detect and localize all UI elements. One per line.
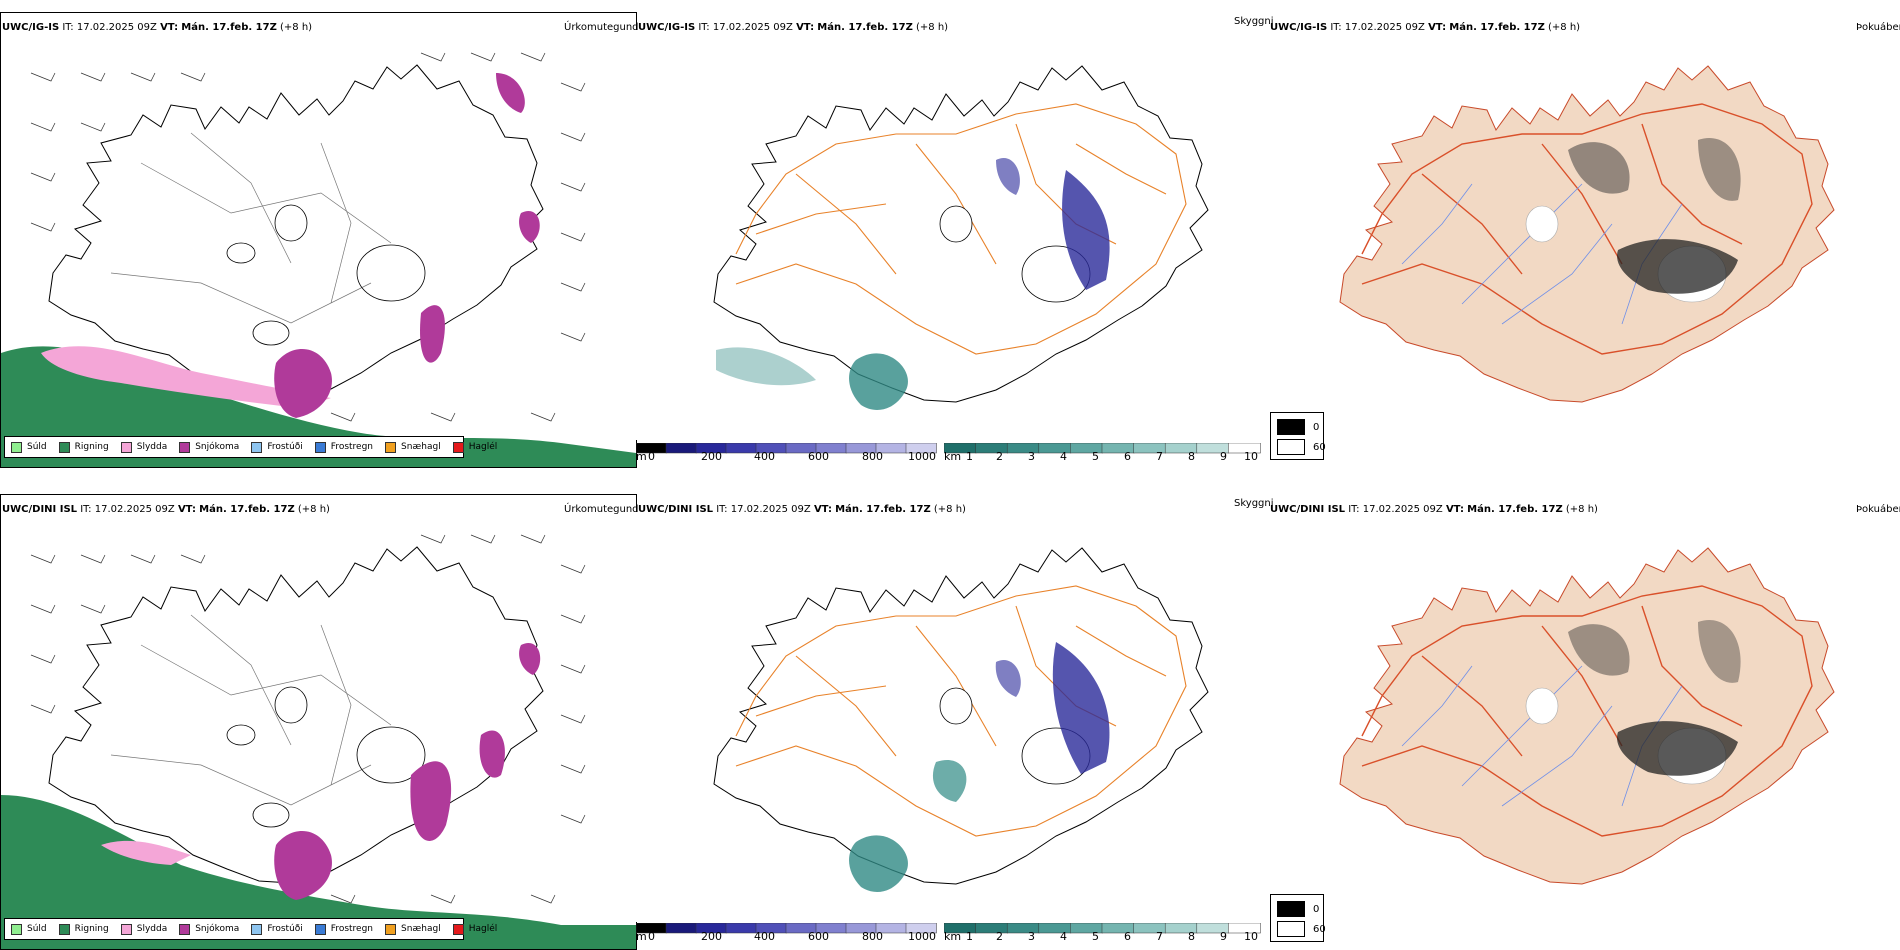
legend-item-sudd: Súld — [11, 923, 47, 935]
title-fog-bottom: Þokuábendi — [1856, 504, 1900, 515]
visibility-colorbar-strip — [943, 922, 1261, 934]
ceiling-colorbar-strip — [635, 442, 937, 454]
ceiling-colorbar-strip — [635, 922, 937, 934]
precip-type-panel-top — [0, 12, 637, 468]
header-vis-top: UWC/IG-IS IT: 17.02.2025 09Z VT: Mán. 17… — [638, 22, 949, 33]
precip-type-panel-bottom — [0, 494, 637, 950]
header-precip-top: UWC/IG-IS IT: 17.02.2025 09Z VT: Mán. 17… — [2, 22, 313, 33]
precip-type-map-top — [1, 52, 636, 467]
visibility-colorbar-bottom: km 1 2 3 4 5 6 7 8 9 10 — [943, 920, 1264, 946]
fog-legend-bottom: 0 60 — [1270, 894, 1326, 942]
legend-item-rigning: Rigning — [58, 923, 109, 935]
legend-item-hagel: Haglél — [452, 923, 497, 935]
colorbar-bin — [665, 922, 697, 934]
legend-item-snjokoma: Snjókoma — [179, 441, 239, 453]
header-vis-bottom: UWC/DINI ISL IT: 17.02.2025 09Z VT: Mán.… — [638, 504, 966, 515]
ceiling-colorbar-top: m 0 200 400 600 800 1000 — [635, 440, 942, 466]
colorbar-bin — [665, 442, 697, 454]
header-precip-bottom: UWC/DINI ISL IT: 17.02.2025 09Z VT: Mán.… — [2, 504, 330, 515]
title-precip-top: Úrkomutegund — [564, 22, 639, 33]
visibility-map-top — [636, 30, 1266, 410]
legend-item-slydda: Slydda — [120, 923, 167, 935]
legend-item-frostregn: Frostregn — [314, 923, 373, 935]
legend-item-sudd: Súld — [11, 441, 47, 453]
colorbar-bin — [905, 442, 937, 454]
visibility-panel-bottom — [636, 512, 1266, 922]
colorbar-bin — [1228, 922, 1261, 934]
fog-map-top — [1268, 30, 1900, 440]
legend-item-snaehagl: Snæhagl — [385, 441, 441, 453]
visibility-panel-top — [636, 30, 1266, 440]
header-fog-bottom: UWC/DINI ISL IT: 17.02.2025 09Z VT: Mán.… — [1270, 504, 1598, 515]
title-vis-top: Skyggni — [1234, 16, 1274, 27]
precip-type-legend-top: Súld Rigning Slydda Snjókoma Frostúði Fr… — [4, 436, 497, 458]
legend-item-frostudi: Frostúði — [251, 441, 303, 453]
visibility-colorbar-strip — [943, 442, 1261, 454]
visibility-colorbar-top: km 1 2 3 4 5 6 7 8 9 10 — [943, 440, 1264, 466]
fog-legend-top: 0 60 — [1270, 412, 1326, 460]
colorbar-bin — [725, 442, 757, 454]
legend-item-frostregn: Frostregn — [314, 441, 373, 453]
legend-item-snjokoma: Snjókoma — [179, 923, 239, 935]
precip-type-map-bottom — [1, 534, 636, 949]
legend-item-frostudi: Frostúði — [251, 923, 303, 935]
fog-map-bottom — [1268, 512, 1900, 922]
legend-item-slydda: Slydda — [120, 441, 167, 453]
title-vis-bottom: Skyggni — [1234, 498, 1274, 509]
fog-panel-bottom — [1268, 512, 1900, 922]
precip-type-legend-bottom: Súld Rigning Slydda Snjókoma Frostúði Fr… — [4, 918, 497, 940]
colorbar-bin — [1228, 442, 1261, 454]
ceiling-colorbar-bottom: m 0 200 400 600 800 1000 — [635, 920, 942, 946]
colorbar-bin — [905, 922, 937, 934]
title-precip-bottom: Úrkomutegund — [564, 504, 639, 515]
fog-panel-top — [1268, 30, 1900, 440]
legend-item-snaehagl: Snæhagl — [385, 923, 441, 935]
title-fog-top: Þokuábendi — [1856, 22, 1900, 33]
header-fog-top: UWC/IG-IS IT: 17.02.2025 09Z VT: Mán. 17… — [1270, 22, 1581, 33]
legend-item-hagel: Haglél — [452, 441, 497, 453]
legend-item-rigning: Rigning — [58, 441, 109, 453]
colorbar-bin — [725, 922, 757, 934]
visibility-map-bottom — [636, 512, 1266, 892]
